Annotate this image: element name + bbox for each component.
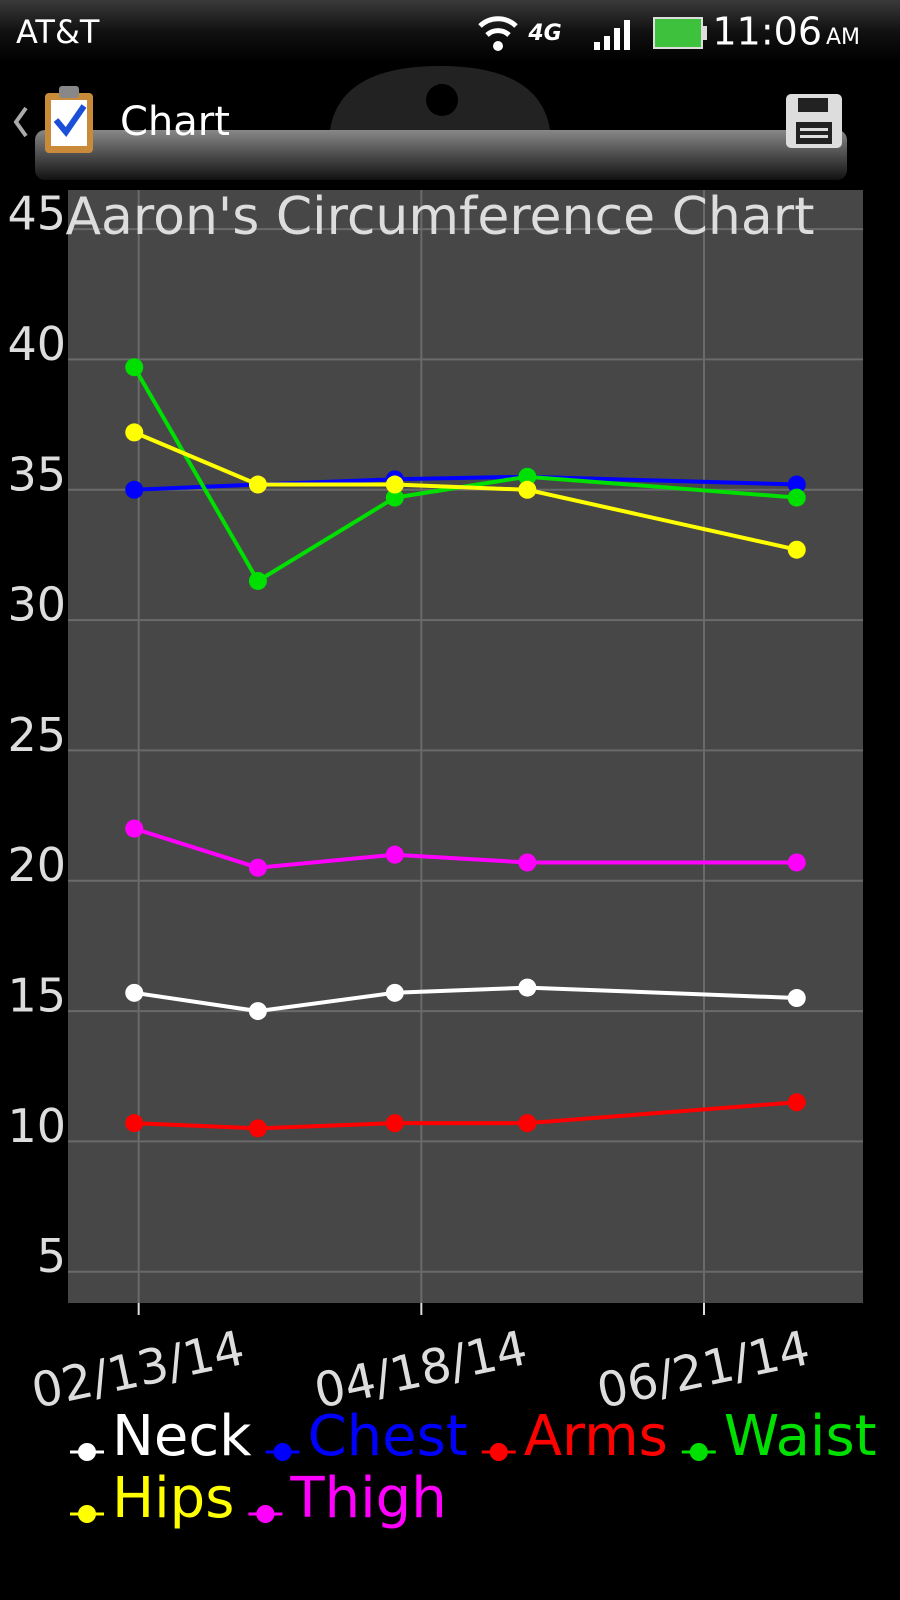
data-point: [125, 423, 144, 442]
legend-item: Thigh: [248, 1466, 447, 1531]
wifi-dot: [493, 41, 503, 51]
legend-label: Chest: [308, 1404, 468, 1469]
data-point: [125, 358, 144, 377]
data-point: [125, 983, 144, 1002]
legend-item: Hips: [70, 1466, 234, 1531]
battery-tip: [702, 26, 707, 40]
y-tick-label: 40: [7, 317, 66, 371]
chart-title: Aaron's Circumference Chart: [65, 187, 814, 247]
data-point: [787, 488, 806, 507]
app-icon: [45, 86, 93, 153]
legend-swatch: [689, 1443, 708, 1461]
legend-label: Arms: [524, 1404, 668, 1469]
legend-swatch: [489, 1443, 508, 1461]
data-point: [787, 1093, 806, 1112]
data-point: [518, 467, 537, 486]
data-point: [787, 989, 806, 1008]
battery-icon: [653, 17, 703, 49]
legend-label: Thigh: [289, 1466, 446, 1531]
data-point: [248, 858, 267, 877]
data-point: [518, 853, 537, 872]
data-point: [518, 480, 537, 499]
y-tick-label: 25: [7, 708, 66, 762]
data-point: [787, 540, 806, 559]
y-tick-label: 15: [7, 969, 66, 1023]
legend-label: Neck: [112, 1404, 252, 1469]
legend-item: Chest: [265, 1404, 468, 1469]
data-point: [125, 819, 144, 838]
y-tick-label: 20: [7, 838, 66, 892]
back-button[interactable]: [13, 106, 28, 138]
data-point: [385, 1114, 404, 1133]
y-tick-label: 30: [7, 578, 66, 632]
clock: 11:06: [712, 10, 822, 54]
y-tick-label: 35: [7, 447, 66, 501]
clip-hole: [426, 84, 458, 116]
status-bar: [0, 0, 900, 62]
data-point: [787, 853, 806, 872]
data-point: [248, 475, 267, 494]
clip-bar: [35, 130, 847, 180]
legend-swatch: [78, 1505, 96, 1523]
legend-label: Hips: [112, 1466, 234, 1531]
signal-icon: [594, 20, 630, 50]
legend-swatch: [78, 1443, 96, 1461]
legend-swatch: [273, 1443, 292, 1461]
data-point: [518, 978, 537, 997]
data-point: [385, 845, 404, 864]
legend-item: Neck: [70, 1404, 252, 1469]
legend-swatch: [256, 1505, 275, 1523]
plot-area: [68, 190, 863, 1303]
data-point: [518, 1114, 537, 1133]
carrier: AT&T: [16, 13, 100, 51]
y-tick-label: 45: [7, 187, 66, 241]
save-button[interactable]: [786, 94, 842, 148]
wifi-icon: [478, 16, 518, 37]
data-point: [385, 475, 404, 494]
y-tick-label: 10: [7, 1099, 66, 1153]
app-title: Chart: [120, 99, 230, 145]
data-point: [787, 475, 806, 494]
network: 4G: [527, 21, 561, 46]
legend-item: Waist: [681, 1404, 877, 1469]
data-point: [125, 1114, 144, 1133]
data-point: [248, 1002, 267, 1021]
legend-item: Arms: [481, 1404, 668, 1469]
legend-label: Waist: [724, 1404, 877, 1469]
data-point: [125, 480, 144, 499]
clock-ampm: AM: [826, 25, 860, 50]
data-point: [385, 488, 404, 507]
y-tick-label: 5: [37, 1229, 66, 1283]
data-point: [248, 571, 267, 590]
data-point: [385, 983, 404, 1002]
data-point: [248, 1119, 267, 1138]
